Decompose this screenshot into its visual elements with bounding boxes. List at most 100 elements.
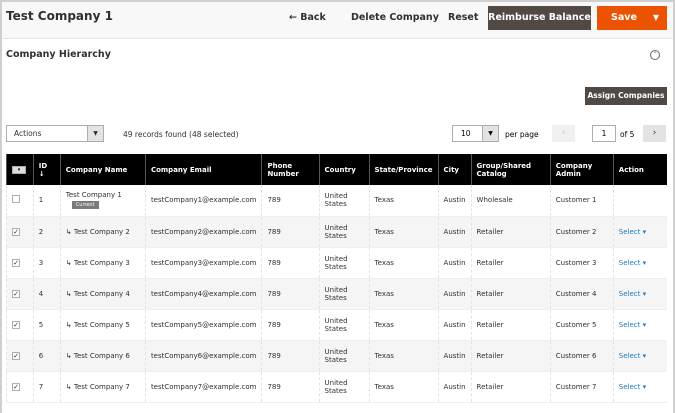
assign-companies-button[interactable]: Assign Companies [585, 87, 667, 105]
cell-text: 789 [267, 196, 281, 205]
company-grid: ▾ ID ↓ Company Name Company Email Phone Num… [6, 154, 667, 403]
cell-action[interactable]: Select ▾ [612, 371, 667, 403]
cell-city: Austin [437, 309, 472, 341]
row-checkbox[interactable]: ✓ [12, 258, 20, 267]
cell-admin: Customer 5 [549, 309, 614, 341]
cell-text: testCompany3@example.com [150, 258, 257, 267]
cell-action[interactable]: Select ▾ [612, 247, 667, 279]
cell-text: 789 [267, 320, 281, 329]
row-select-cell: ✓ [6, 340, 34, 372]
cell-phone: 789 [261, 309, 320, 341]
cell-text: 1 [38, 196, 44, 205]
cell-group: Wholesale [470, 185, 551, 217]
delete-company-button[interactable]: Delete Company [351, 12, 439, 23]
cell-text: Texas [374, 258, 394, 267]
records-count: 49 records found (48 selected) [123, 130, 239, 139]
cell-text: 789 [267, 258, 281, 267]
cell-id: 7 [32, 371, 61, 403]
column-header[interactable]: Company Admin [549, 154, 614, 185]
cell-action[interactable]: Select ▾ [612, 340, 667, 372]
column-header[interactable]: Country [318, 154, 370, 185]
cell-group: Retailer [470, 278, 551, 310]
row-checkbox[interactable]: ✓ [12, 351, 20, 360]
cell-city: Austin [437, 340, 472, 372]
page-title: Test Company 1 [6, 9, 113, 23]
cell-action[interactable]: Select ▾ [612, 216, 667, 248]
reset-button[interactable]: Reset [448, 12, 479, 23]
row-select-cell [6, 185, 34, 217]
cell-group: Retailer [470, 247, 551, 279]
cell-text: Retailer [476, 258, 504, 267]
collapse-icon[interactable]: ⌃ [650, 50, 660, 60]
cell-text: 4 [38, 289, 44, 298]
row-checkbox[interactable]: ✓ [12, 320, 20, 329]
table-row: ✓ 5 ↳ Test Company 5 testCompany5@example.c… [6, 309, 667, 341]
cell-text: 789 [267, 382, 281, 391]
reimburse-balance-button[interactable]: Reimburse Balance [488, 6, 591, 30]
chevron-down-icon: ▼ [87, 126, 103, 141]
cell-text: Texas [374, 227, 394, 236]
back-button[interactable]: ← Back [289, 12, 326, 23]
column-header[interactable]: Phone Number [261, 154, 320, 185]
save-button[interactable]: Save ▼ [597, 6, 667, 30]
column-header[interactable]: Company Email [144, 154, 262, 185]
select-action-link[interactable]: Select ▾ [618, 258, 647, 267]
cell-text: Customer 1 [555, 196, 597, 205]
cell-text: testCompany6@example.com [150, 351, 257, 360]
cell-text: testCompany1@example.com [150, 196, 257, 205]
cell-text: 3 [38, 258, 44, 267]
page-input[interactable]: 1 [592, 125, 616, 142]
previous-page-button[interactable]: ‹ [552, 125, 575, 142]
cell-text: ↳ Test Company 5 [65, 320, 130, 329]
mass-select-header[interactable]: ▾ [6, 154, 34, 185]
cell-text: Customer 7 [555, 382, 597, 391]
cell-text: Customer 5 [555, 320, 597, 329]
cell-name: ↳ Test Company 3 [59, 247, 146, 279]
column-header[interactable]: Action [612, 154, 667, 185]
cell-text: 2 [38, 227, 44, 236]
column-header[interactable]: ID ↓ [32, 154, 61, 185]
row-checkbox[interactable]: ✓ [12, 289, 20, 298]
row-checkbox[interactable] [12, 195, 20, 204]
cell-text: Retailer [476, 320, 504, 329]
cell-state: Texas [368, 309, 439, 341]
cell-text: 7 [38, 382, 44, 391]
cell-text: Texas [374, 289, 394, 298]
cell-action[interactable]: Select ▾ [612, 278, 667, 310]
column-header[interactable]: City [437, 154, 472, 185]
cell-text: 789 [267, 289, 281, 298]
cell-text: Austin [443, 258, 466, 267]
cell-text: United States [324, 378, 348, 395]
cell-name: Test Company 1Current [59, 185, 146, 217]
column-header[interactable]: Group/Shared Catalog [470, 154, 551, 185]
cell-email: testCompany1@example.com [144, 185, 262, 217]
cell-admin: Customer 6 [549, 340, 614, 372]
next-page-button[interactable]: › [643, 125, 666, 142]
row-checkbox[interactable]: ✓ [12, 227, 20, 236]
actions-select[interactable]: Actions ▼ [6, 125, 104, 142]
table-row: ✓ 7 ↳ Test Company 7 testCompany7@example.c… [6, 371, 667, 403]
cell-text: Texas [374, 382, 394, 391]
select-action-link[interactable]: Select ▾ [618, 320, 647, 329]
table-row: ✓ 2 ↳ Test Company 2 testCompany2@example.c… [6, 216, 667, 248]
cell-text: Customer 3 [555, 258, 597, 267]
row-checkbox[interactable]: ✓ [12, 382, 20, 391]
column-header[interactable]: Company Name [59, 154, 146, 185]
cell-text: ↳ Test Company 3 [65, 258, 130, 267]
column-header[interactable]: State/Province [368, 154, 439, 185]
cell-phone: 789 [261, 185, 320, 217]
cell-id: 1 [32, 185, 61, 217]
cell-action[interactable] [612, 185, 667, 217]
per-page-select[interactable]: 10 ▼ [452, 125, 499, 142]
select-action-link[interactable]: Select ▾ [618, 227, 647, 236]
select-action-link[interactable]: Select ▾ [618, 289, 647, 298]
select-action-link[interactable]: Select ▾ [618, 382, 647, 391]
select-action-link[interactable]: Select ▾ [618, 351, 647, 360]
mass-select-checkbox[interactable]: ▾ [12, 166, 26, 174]
cell-action[interactable]: Select ▾ [612, 309, 667, 341]
save-dropdown-icon[interactable]: ▼ [652, 13, 659, 22]
cell-name: ↳ Test Company 5 [59, 309, 146, 341]
cell-group: Retailer [470, 371, 551, 403]
cell-state: Texas [368, 216, 439, 248]
